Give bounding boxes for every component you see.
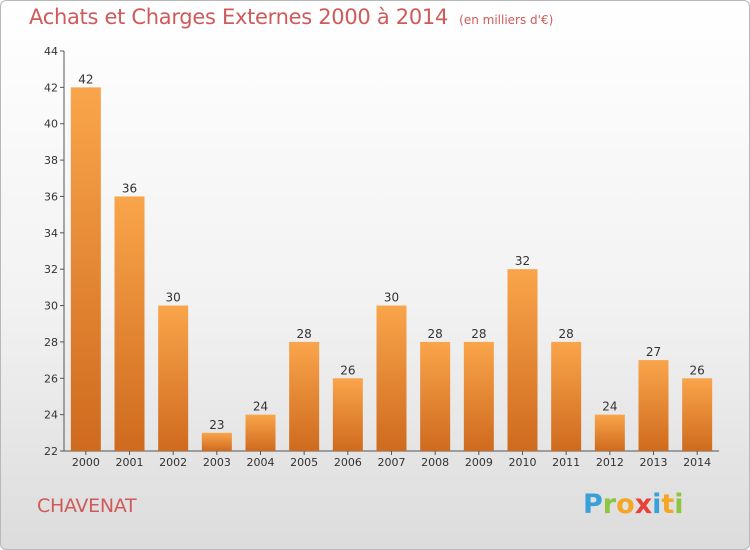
x-tick-label: 2000 <box>72 456 100 469</box>
y-tick-label: 24 <box>44 409 58 422</box>
data-label: 32 <box>515 254 530 268</box>
bar <box>201 432 232 451</box>
x-tick-label: 2005 <box>290 456 318 469</box>
x-tick-label: 2009 <box>465 456 493 469</box>
data-label: 24 <box>253 400 268 414</box>
logo-letter: t <box>661 489 675 520</box>
bar <box>158 305 189 451</box>
x-tick-label: 2012 <box>596 456 624 469</box>
x-tick-label: 2010 <box>509 456 537 469</box>
y-tick-label: 28 <box>44 336 58 349</box>
bar <box>332 378 363 451</box>
chart-subtitle: (en milliers d'€) <box>459 13 554 27</box>
data-label: 23 <box>209 418 224 432</box>
chart-title: Achats et Charges Externes 2000 à 2014 <box>29 5 449 29</box>
bar <box>420 341 451 451</box>
y-tick-label: 34 <box>44 227 58 240</box>
x-tick-label: 2013 <box>640 456 668 469</box>
data-label: 24 <box>602 400 617 414</box>
logo-letter: i <box>674 489 684 520</box>
data-label: 26 <box>340 363 355 377</box>
bar <box>507 269 538 451</box>
x-tick-label: 2004 <box>247 456 275 469</box>
bar <box>289 341 320 451</box>
y-tick-label: 40 <box>44 118 58 131</box>
bar <box>638 360 669 451</box>
x-tick-label: 2001 <box>116 456 144 469</box>
data-label: 28 <box>559 327 574 341</box>
proxiti-logo[interactable]: Proxiti <box>583 489 684 520</box>
data-label: 27 <box>646 345 661 359</box>
bar <box>551 341 582 451</box>
x-tick-label: 2011 <box>552 456 580 469</box>
data-label: 30 <box>384 291 399 305</box>
bar <box>463 341 494 451</box>
data-label: 28 <box>297 327 312 341</box>
title-block: Achats et Charges Externes 2000 à 2014 (… <box>29 5 553 29</box>
data-label: 30 <box>166 291 181 305</box>
logo-letter: i <box>652 489 662 520</box>
y-tick-label: 26 <box>44 372 58 385</box>
data-label: 42 <box>78 72 93 86</box>
y-tick-label: 44 <box>44 45 58 58</box>
bar <box>594 414 625 451</box>
bar <box>70 87 101 451</box>
x-tick-label: 2007 <box>378 456 406 469</box>
data-label: 28 <box>428 327 443 341</box>
y-tick-label: 32 <box>44 263 58 276</box>
y-tick-label: 36 <box>44 190 58 203</box>
commune-name: CHAVENAT <box>37 495 137 517</box>
x-tick-label: 2014 <box>683 456 711 469</box>
x-tick-label: 2006 <box>334 456 362 469</box>
data-label: 28 <box>471 327 486 341</box>
logo-letter: o <box>616 489 635 520</box>
bar <box>376 305 407 451</box>
logo-letter: P <box>583 489 603 520</box>
y-tick-label: 38 <box>44 154 58 167</box>
x-tick-label: 2002 <box>159 456 187 469</box>
data-label: 36 <box>122 181 137 195</box>
x-tick-label: 2008 <box>421 456 449 469</box>
x-tick-label: 2003 <box>203 456 231 469</box>
bar <box>245 414 276 451</box>
y-tick-label: 30 <box>44 300 58 313</box>
bar <box>114 196 145 451</box>
bar <box>682 378 713 451</box>
logo-letter: x <box>634 489 653 520</box>
data-label: 26 <box>690 363 705 377</box>
y-tick-label: 42 <box>44 81 58 94</box>
y-tick-label: 22 <box>44 445 58 458</box>
logo-letter: r <box>602 489 617 520</box>
